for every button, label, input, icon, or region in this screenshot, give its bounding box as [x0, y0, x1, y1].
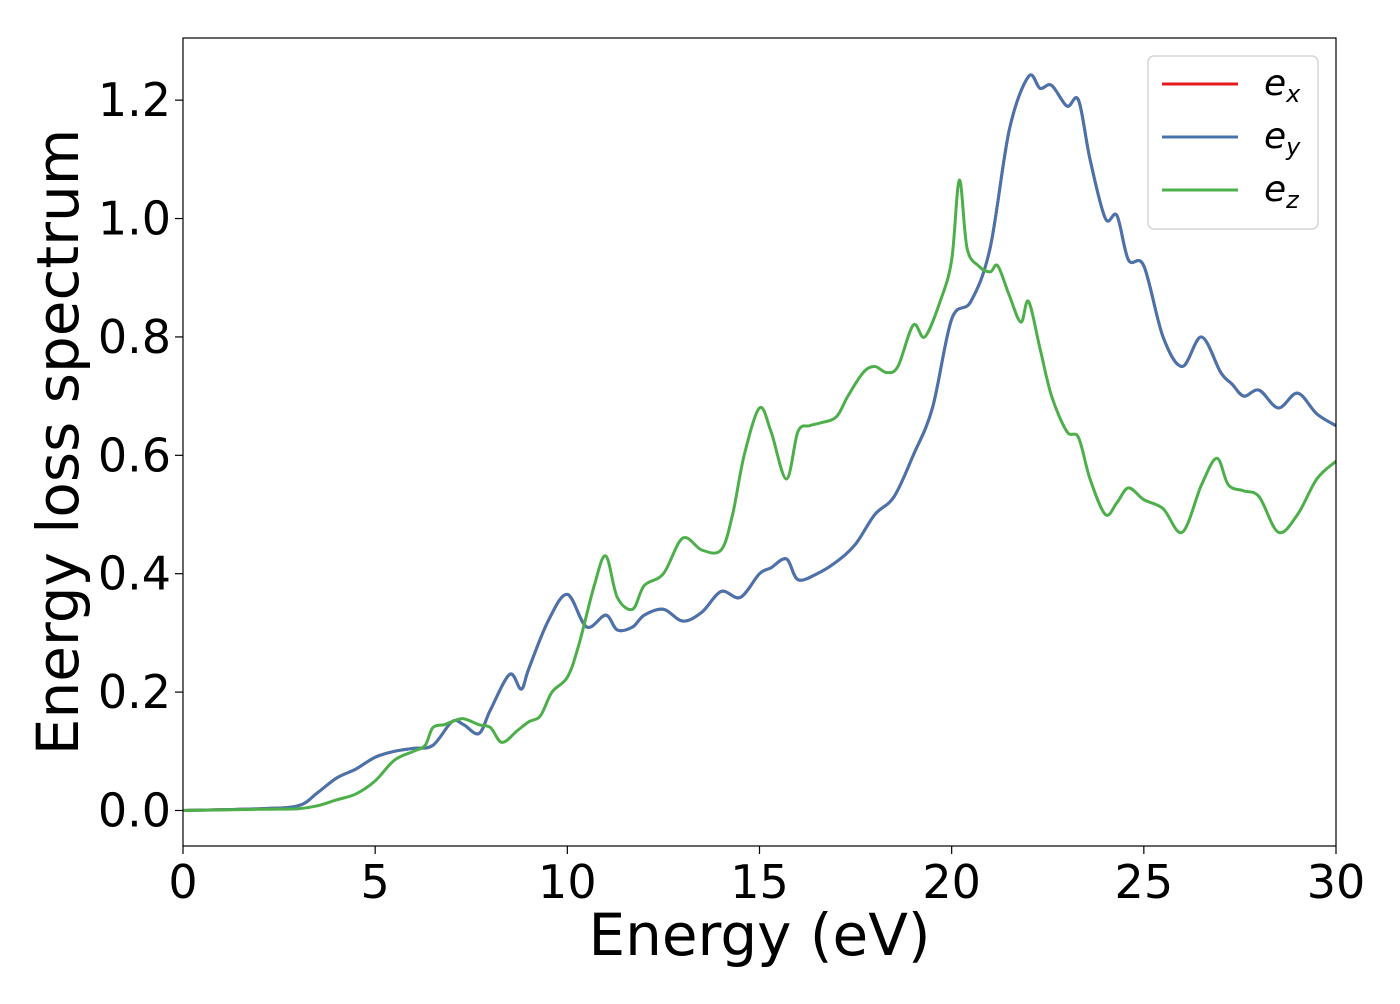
legend-label-e-y: ey — [1264, 116, 1301, 161]
x-tick-label: 10 — [538, 855, 597, 909]
x-tick-label: 5 — [361, 855, 390, 909]
series-line-e-y — [183, 73, 1336, 812]
y-axis-label: Energy loss spectrum — [24, 129, 92, 755]
series-line-e-z — [183, 178, 1336, 812]
legend-items: ex ey ez — [1162, 63, 1301, 214]
y-axis-ticks: 0.0 0.2 0.4 0.6 0.8 1.0 1.2 — [98, 73, 183, 837]
y-tick-label: 1.2 — [98, 73, 171, 127]
x-tick-label: 15 — [730, 855, 789, 909]
legend-label-e-x: ex — [1264, 63, 1301, 108]
y-tick-label: 0.4 — [98, 547, 171, 601]
legend: ex ey ez — [1147, 55, 1319, 230]
x-tick-label: 30 — [1307, 855, 1366, 909]
legend-label-e-z: ez — [1264, 169, 1300, 214]
y-tick-label: 0.0 — [98, 783, 171, 837]
x-tick-label: 20 — [922, 855, 981, 909]
x-tick-label: 25 — [1115, 855, 1174, 909]
x-axis-ticks: 0 5 10 15 20 25 30 — [168, 846, 1365, 909]
y-tick-label: 1.0 — [98, 192, 171, 246]
y-tick-label: 0.2 — [98, 665, 171, 719]
series-layer — [183, 73, 1336, 812]
x-tick-label: 0 — [168, 855, 197, 909]
y-tick-label: 0.6 — [98, 428, 171, 482]
legend-box — [1147, 55, 1319, 230]
y-tick-label: 0.8 — [98, 310, 171, 364]
x-axis-label: Energy (eV) — [588, 901, 930, 969]
